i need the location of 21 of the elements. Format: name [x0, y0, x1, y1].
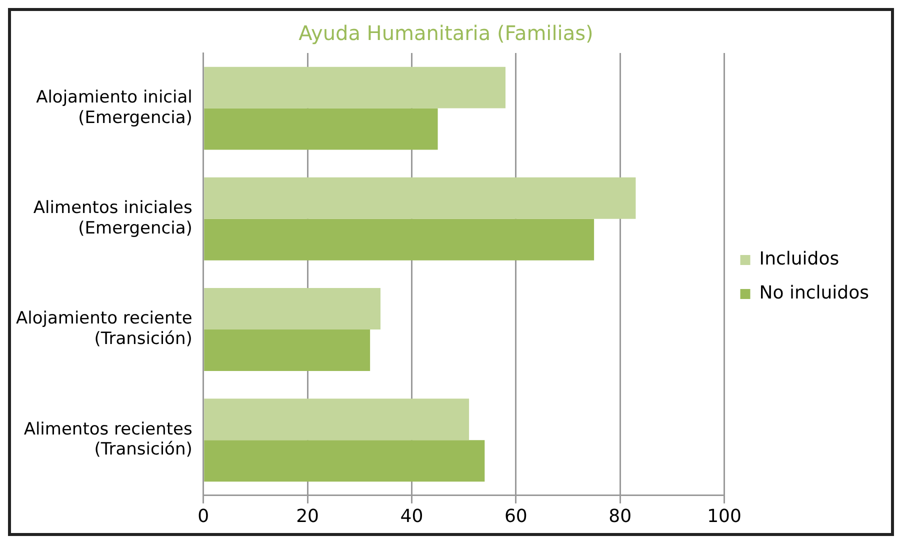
- bar: [204, 440, 485, 482]
- y-tick-label: Alimentos recientes (Transición): [24, 419, 193, 460]
- chart-title: Ayuda Humanitaria (Familias): [298, 21, 594, 46]
- x-tick-label: 20: [296, 506, 320, 527]
- bar: [204, 218, 594, 260]
- legend-label: Incluidos: [759, 248, 840, 270]
- x-tick-label: 100: [707, 506, 742, 527]
- y-tick-label: Alimentos iniciales (Emergencia): [33, 198, 193, 239]
- bar: [204, 330, 370, 371]
- bar: [204, 66, 506, 108]
- bar: [204, 288, 380, 330]
- bar: [204, 108, 438, 150]
- legend-label: No incluidos: [759, 282, 870, 304]
- y-tick-label: Alojamiento reciente (Transición): [16, 308, 192, 350]
- x-tick-label: 0: [198, 506, 210, 527]
- x-tick-label: 80: [608, 506, 632, 527]
- y-tick-label: Alojamiento inicial (Emergencia): [36, 88, 192, 128]
- x-tick-label: 40: [400, 506, 424, 527]
- bar: [204, 177, 636, 219]
- x-tick-label: 60: [504, 506, 528, 527]
- bar: [204, 398, 470, 440]
